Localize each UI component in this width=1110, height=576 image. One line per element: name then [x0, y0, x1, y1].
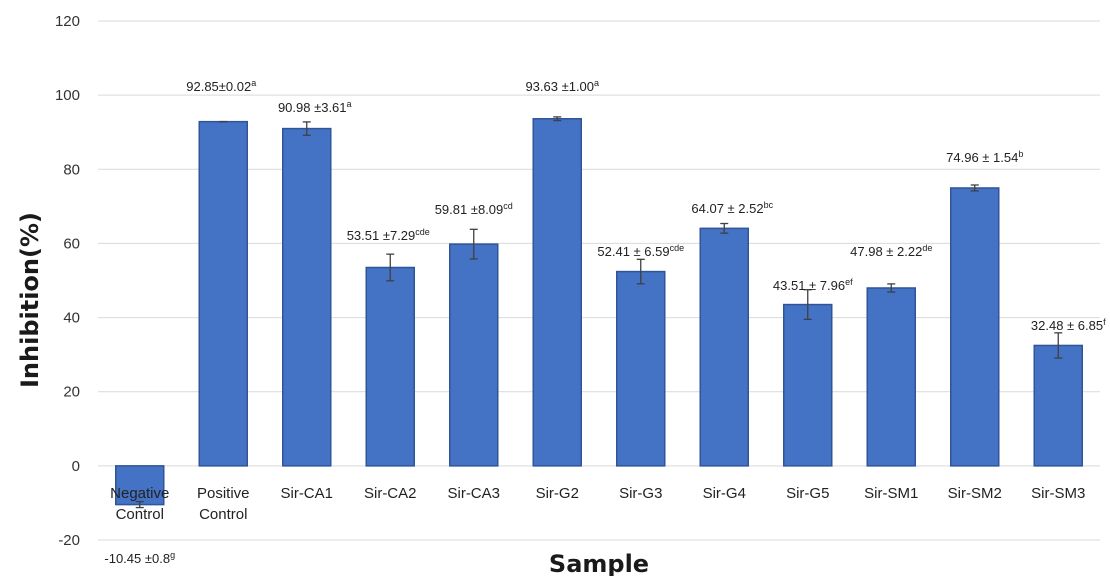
error-bars	[135, 116, 1063, 509]
error-bar	[386, 253, 395, 282]
bar	[449, 243, 499, 467]
data-label: 52.41 ± 6.59cde	[597, 243, 684, 259]
category-label: Sir-G3	[619, 485, 662, 502]
bar	[866, 287, 916, 467]
gridlines	[98, 20, 1100, 541]
category-label: Sir-G4	[703, 485, 746, 502]
y-tick-label: 40	[63, 310, 80, 327]
bar	[365, 266, 415, 467]
category-label: Sir-G5	[786, 485, 829, 502]
category-label: Sir-CA1	[280, 485, 333, 502]
category-label: Sir-SM1	[864, 485, 918, 502]
data-label: 74.96 ± 1.54b	[946, 149, 1023, 165]
category-label: Sir-G2	[536, 485, 579, 502]
error-bar	[803, 289, 812, 321]
category-label: Sir-SM2	[948, 485, 1002, 502]
data-label: 92.85±0.02a	[186, 78, 256, 94]
bars	[115, 118, 1083, 506]
x-axis-title: Sample	[549, 550, 649, 576]
data-label: 32.48 ± 6.85f	[1031, 317, 1106, 333]
y-tick-label: 60	[63, 235, 80, 252]
error-bar	[636, 258, 645, 285]
error-bar	[1054, 332, 1063, 359]
category-label: Sir-SM3	[1031, 485, 1085, 502]
bar	[616, 270, 666, 467]
y-tick-label: 20	[63, 384, 80, 401]
data-label: 43.51 ± 7.96ef	[773, 277, 853, 293]
data-labels: -10.45 ±0.8g 92.85±0.02a 90.98 ±3.61a 53.51…	[104, 78, 1106, 566]
y-tick-label: 120	[55, 13, 80, 30]
data-label: 64.07 ± 2.52bc	[691, 200, 773, 216]
data-label: 93.63 ±1.00a	[525, 78, 599, 94]
data-label: 53.51 ±7.29cde	[347, 227, 430, 243]
bar	[783, 303, 833, 467]
bar	[198, 120, 248, 467]
error-bar	[887, 283, 896, 293]
y-tick-label: -20	[58, 532, 80, 549]
y-tick-label: 0	[72, 458, 80, 475]
bar	[699, 227, 749, 467]
data-label: 47.98 ± 2.22de	[850, 243, 932, 259]
bar	[282, 127, 332, 467]
error-bar	[469, 228, 478, 260]
data-label: 59.81 ±8.09cd	[435, 201, 513, 217]
bar	[1033, 344, 1083, 467]
x-axis-category-labels: Negative Control Positive Control Sir-CA1 Sir…	[110, 485, 1085, 523]
category-label: Sir-CA2	[364, 485, 417, 502]
error-bar	[553, 116, 562, 122]
y-tick-label: 100	[55, 87, 80, 104]
bar	[532, 118, 582, 467]
category-label: Positive Control	[197, 485, 250, 523]
error-bar	[720, 222, 729, 234]
error-bar	[970, 184, 979, 192]
y-axis-tick-labels: -20 0 20 40 60 80 100 120	[55, 13, 80, 549]
bar	[115, 465, 165, 506]
data-label: 90.98 ±3.61a	[278, 99, 352, 115]
error-bar	[302, 121, 311, 136]
y-tick-label: 80	[63, 161, 80, 178]
data-label: -10.45 ±0.8g	[104, 550, 175, 566]
error-bar	[135, 500, 144, 509]
category-label: Sir-CA3	[447, 485, 500, 502]
y-axis-title: Inhibition(%)	[16, 212, 44, 388]
category-label: Negative Control	[110, 485, 169, 523]
bar	[950, 187, 1000, 467]
